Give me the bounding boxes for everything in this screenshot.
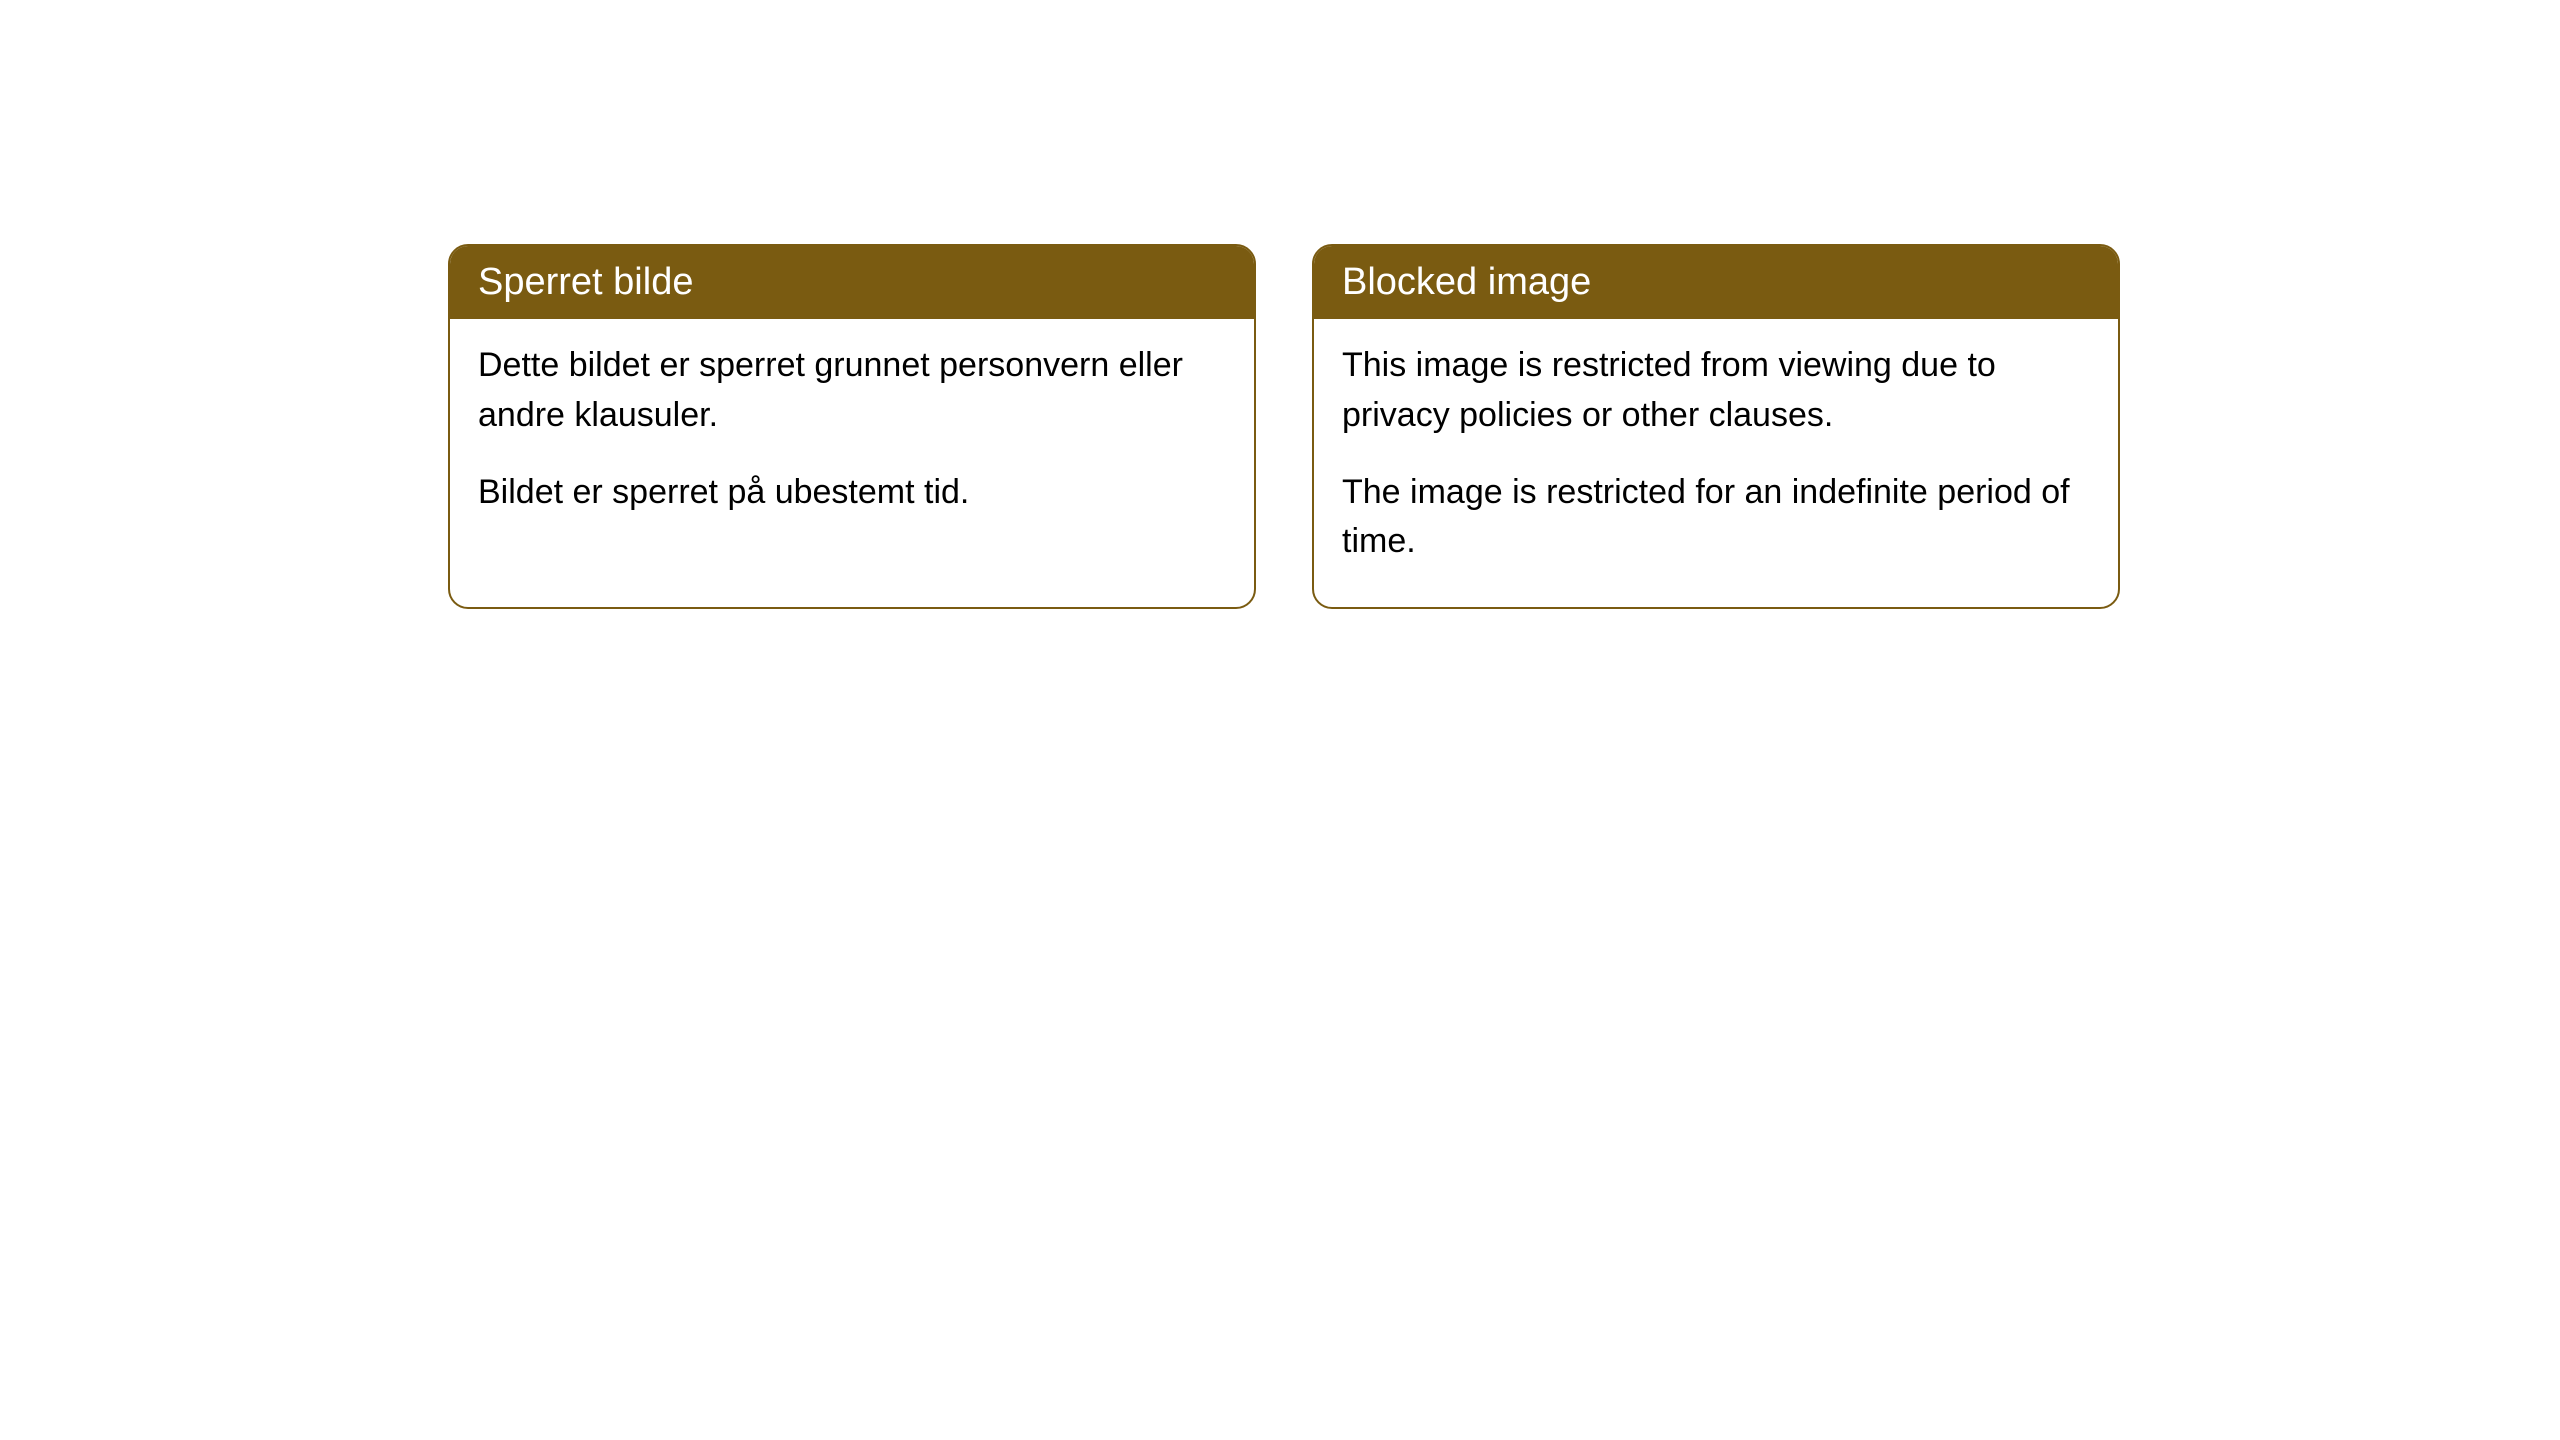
notice-paragraph: Dette bildet er sperret grunnet personve… — [478, 341, 1226, 440]
notice-paragraph: Bildet er sperret på ubestemt tid. — [478, 468, 1226, 517]
notice-paragraph: The image is restricted for an indefinit… — [1342, 468, 2090, 567]
notice-header: Sperret bilde — [450, 246, 1254, 319]
notices-container: Sperret bilde Dette bildet er sperret gr… — [448, 244, 2120, 609]
notice-body: This image is restricted from viewing du… — [1314, 319, 2118, 606]
notice-paragraph: This image is restricted from viewing du… — [1342, 341, 2090, 440]
notice-box-english: Blocked image This image is restricted f… — [1312, 244, 2120, 609]
notice-header: Blocked image — [1314, 246, 2118, 319]
notice-box-norwegian: Sperret bilde Dette bildet er sperret gr… — [448, 244, 1256, 609]
notice-body: Dette bildet er sperret grunnet personve… — [450, 319, 1254, 557]
